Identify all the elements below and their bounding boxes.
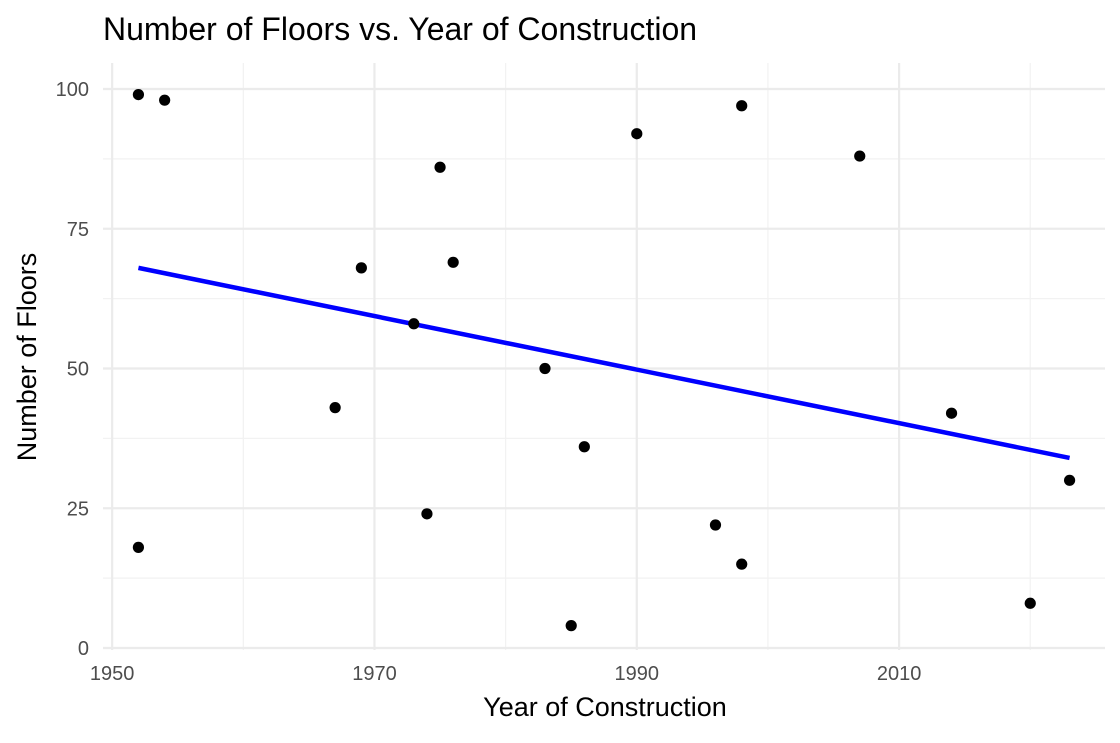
- y-axis-title: Number of Floors: [12, 253, 42, 462]
- data-point: [945, 407, 958, 419]
- chart-title: Number of Floors vs. Year of Constructio…: [103, 11, 697, 47]
- data-point: [1024, 597, 1036, 609]
- data-point: [132, 541, 145, 553]
- data-point: [736, 558, 748, 570]
- x-axis-title: Year of Construction: [483, 692, 727, 722]
- data-point: [421, 508, 433, 520]
- data-point: [159, 94, 171, 106]
- data-point: [408, 318, 420, 330]
- x-tick-label: 1950: [90, 663, 135, 685]
- data-point: [1063, 474, 1076, 486]
- y-tick-label: 25: [67, 498, 89, 520]
- data-point: [447, 256, 459, 268]
- trend-line: [137, 265, 1071, 461]
- y-tick-label: 50: [67, 359, 89, 381]
- data-point: [565, 620, 577, 632]
- gridlines: [103, 63, 1105, 650]
- y-tick-label: 75: [67, 219, 89, 241]
- data-point: [539, 362, 551, 375]
- data-point: [631, 128, 643, 140]
- y-tick-label: 0: [78, 638, 89, 660]
- data-point: [736, 100, 748, 112]
- x-tick-label: 1990: [615, 663, 660, 685]
- data-point: [709, 519, 722, 531]
- x-tick-label: 1970: [352, 663, 397, 685]
- trend-line-layer: [137, 265, 1071, 461]
- data-point: [434, 161, 446, 173]
- tick-labels: 1950 1970 1990 2010 0 25 50 75 100: [56, 79, 922, 685]
- data-point: [329, 402, 341, 414]
- data-point: [355, 262, 367, 274]
- data-point: [578, 441, 590, 453]
- points-layer: [132, 88, 1076, 632]
- x-tick-label: 2010: [877, 663, 922, 685]
- data-point: [854, 150, 866, 162]
- data-point: [132, 88, 145, 101]
- y-tick-label: 100: [56, 79, 89, 101]
